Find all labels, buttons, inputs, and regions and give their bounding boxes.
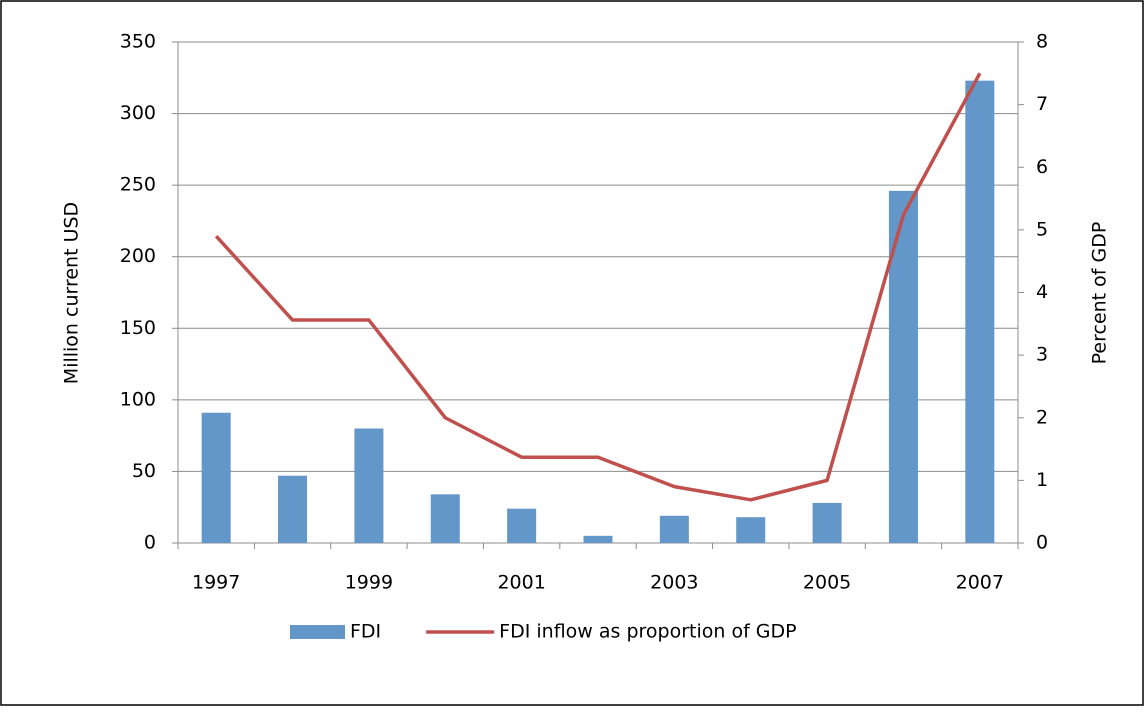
y2-tick-label: 7: [1036, 93, 1048, 115]
y2-tick-label: 6: [1036, 156, 1048, 178]
bar: [201, 412, 231, 543]
x-tick-label: 2001: [497, 572, 545, 594]
bar: [507, 508, 537, 543]
x-tick-label: 1997: [192, 572, 240, 594]
y2-tick-label: 3: [1036, 344, 1048, 366]
y-tick-label: 300: [120, 102, 156, 124]
y-tick-label: 200: [120, 245, 156, 267]
x-tick-label: 2003: [650, 572, 698, 594]
bar: [659, 515, 689, 543]
y2-tick-label: 8: [1036, 31, 1048, 53]
bar: [278, 475, 308, 543]
y-axis-label: Million current USD: [61, 202, 83, 384]
bar: [354, 428, 384, 543]
y-tick-label: 250: [120, 174, 156, 196]
y-tick-label: 150: [120, 317, 156, 339]
y2-tick-label: 0: [1036, 532, 1048, 554]
bar: [888, 190, 918, 543]
bar: [812, 502, 842, 543]
legend-label: FDI: [350, 621, 381, 643]
y-tick-label: 50: [132, 460, 156, 482]
bar: [583, 535, 613, 543]
y2-tick-label: 4: [1036, 281, 1048, 303]
bar: [965, 80, 995, 544]
y-tick-label: 350: [120, 31, 156, 53]
x-tick-label: 1999: [345, 572, 393, 594]
y-tick-label: 0: [144, 532, 156, 554]
y2-tick-label: 1: [1036, 469, 1048, 491]
x-tick-label: 2005: [803, 572, 851, 594]
x-tick-label: 2007: [956, 572, 1004, 594]
bar: [736, 517, 766, 543]
y2-tick-label: 2: [1036, 406, 1048, 428]
y2-tick-label: 5: [1036, 218, 1048, 240]
y-tick-label: 100: [120, 388, 156, 410]
y2-axis-label: Percent of GDP: [1089, 222, 1111, 365]
legend-label: FDI inflow as proportion of GDP: [499, 621, 796, 643]
line: [214, 72, 982, 502]
bar: [430, 494, 460, 543]
legend-swatch: [290, 625, 345, 639]
